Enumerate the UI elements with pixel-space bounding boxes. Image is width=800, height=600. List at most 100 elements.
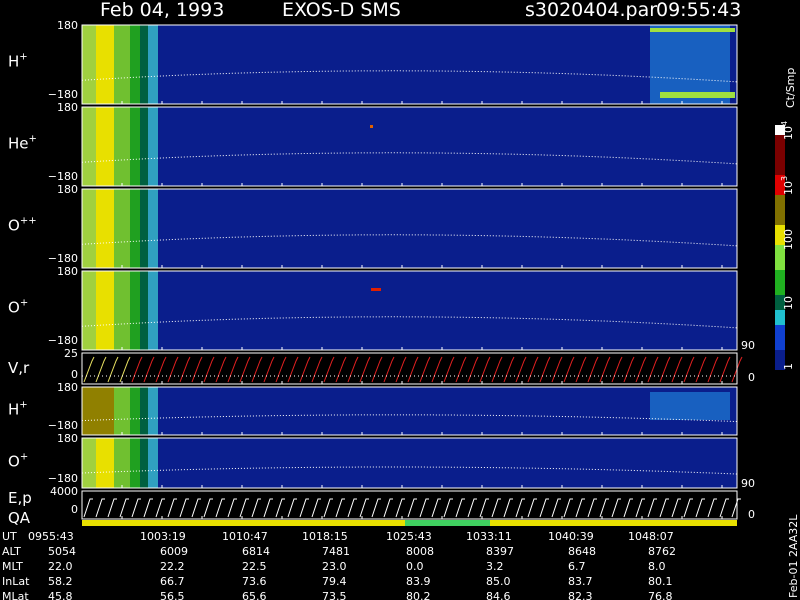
- ephemeris-value: 1025:43: [386, 530, 432, 543]
- trace: [203, 356, 215, 383]
- panel-label: E,p: [8, 489, 32, 507]
- spectrum-block: [96, 189, 114, 268]
- panel-label-text: He: [8, 135, 29, 153]
- ephemeris-value: 5054: [48, 545, 76, 558]
- colorbar-tick-sup: 4: [780, 121, 789, 126]
- ephemeris-value: 8397: [486, 545, 514, 558]
- colorbar-tick-base: 10: [782, 296, 795, 310]
- trace: [383, 498, 393, 518]
- trace: [611, 498, 621, 518]
- trace: [203, 498, 213, 518]
- ephemeris-label: ALT: [2, 545, 21, 558]
- trace: [731, 498, 741, 518]
- spectrum-block: [114, 25, 130, 104]
- panel-label-sup: +: [20, 298, 28, 309]
- trace: [81, 414, 738, 423]
- trace: [731, 356, 743, 383]
- colorbar-tick-label: 103: [780, 176, 795, 195]
- ephemeris-value: 22.0: [48, 560, 73, 573]
- trace: [143, 498, 153, 518]
- trace: [575, 356, 587, 383]
- trace: [81, 234, 738, 247]
- trace: [155, 498, 165, 518]
- ephemeris-value: 1040:39: [548, 530, 594, 543]
- spectrum-block: [650, 392, 730, 420]
- panel-label-text: H: [8, 53, 19, 71]
- ephemeris-value: 8762: [648, 545, 676, 558]
- trace: [83, 498, 93, 518]
- spectrum-block: [96, 387, 114, 435]
- colorbar: [775, 125, 785, 370]
- panel-label: O+: [8, 452, 28, 471]
- trace: [695, 498, 705, 518]
- spectrum-block: [148, 25, 158, 104]
- trace: [131, 356, 143, 383]
- ephemeris-value: 79.4: [322, 575, 347, 588]
- ephemeris-value: 1010:47: [222, 530, 268, 543]
- trace: [299, 356, 311, 383]
- spectrum-block: [82, 107, 96, 186]
- trace: [191, 498, 201, 518]
- file: s3020404.par: [525, 0, 657, 21]
- spectrum-block: [96, 438, 114, 488]
- spectrum-block: [148, 189, 158, 268]
- ephemeris-value: 6009: [160, 545, 188, 558]
- ephemeris-value: 8.0: [648, 560, 666, 573]
- trace: [287, 498, 297, 518]
- panel-label-sup: ++: [20, 216, 37, 227]
- colorbar-tick-base: 10: [782, 126, 795, 140]
- spectrum-block: [82, 438, 96, 488]
- ephemeris-value: 58.2: [48, 575, 73, 588]
- trace: [503, 356, 515, 383]
- spectrum-block: [130, 438, 140, 488]
- trace: [419, 356, 431, 383]
- spectrum-block: [140, 189, 148, 268]
- trace: [275, 356, 287, 383]
- trace: [167, 498, 177, 518]
- colorbar-tick-base: 100: [782, 229, 795, 250]
- panel-bg: [82, 189, 737, 268]
- y-tick-label: 180: [57, 19, 78, 32]
- panel-label: O++: [8, 216, 37, 235]
- spectrum-block: [140, 107, 148, 186]
- trace: [359, 498, 369, 518]
- spectrum-block: [130, 271, 140, 350]
- spectrum-block: [660, 92, 735, 98]
- trace: [383, 356, 395, 383]
- panel-label-text: O: [8, 299, 20, 317]
- trace: [371, 356, 383, 383]
- spectrum-block: [140, 25, 148, 104]
- panel-label: H+: [8, 52, 28, 71]
- trace: [563, 356, 575, 383]
- ephemeris-value: 45.8: [48, 590, 73, 600]
- panel-frame: [81, 352, 738, 385]
- trace: [539, 498, 549, 518]
- right-tick-label: 90: [741, 477, 755, 490]
- trace: [599, 498, 609, 518]
- ephemeris-value: 6814: [242, 545, 270, 558]
- ephemeris-value: 73.6: [242, 575, 267, 588]
- trace: [251, 498, 261, 518]
- ephemeris-value: 1003:19: [140, 530, 186, 543]
- trace: [683, 498, 693, 518]
- spectrum-block: [114, 438, 130, 488]
- trace: [119, 498, 129, 518]
- panel-label-text: V,r: [8, 359, 30, 377]
- spectrum-block: [114, 387, 130, 435]
- trace: [131, 498, 141, 518]
- ephemeris-value: 66.7: [160, 575, 185, 588]
- instrument: EXOS-D SMS: [282, 0, 401, 21]
- ephemeris-value: 1033:11: [466, 530, 512, 543]
- trace: [515, 498, 525, 518]
- ephemeris-value: 83.9: [406, 575, 431, 588]
- y-tick-label: −180: [48, 419, 78, 432]
- right-tick-label: 90: [741, 339, 755, 352]
- trace: [431, 498, 441, 518]
- trace: [587, 498, 597, 518]
- trace: [503, 498, 513, 518]
- spectrum-block: [650, 25, 730, 104]
- ephemeris-value: 65.6: [242, 590, 267, 600]
- colorbar-tick-label: 100: [782, 229, 795, 250]
- trace: [119, 356, 131, 383]
